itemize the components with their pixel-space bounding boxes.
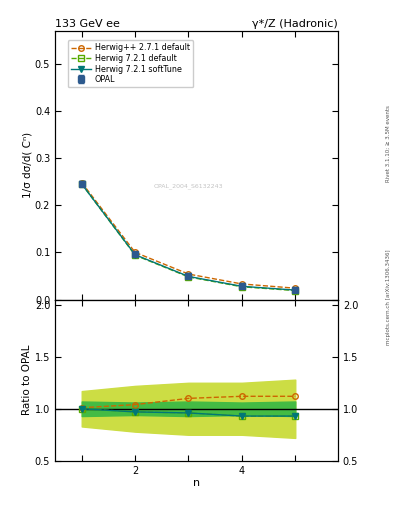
Line: Herwig 7.2.1 default: Herwig 7.2.1 default [79,181,298,293]
Herwig 7.2.1 default [79,181,84,187]
Herwig 7.2.1 default [239,284,244,290]
Line: Herwig++ 2.7.1 default: Herwig++ 2.7.1 default [79,180,298,291]
X-axis label: n: n [193,478,200,488]
Y-axis label: 1/σ dσ/d( Cⁿ): 1/σ dσ/d( Cⁿ) [22,132,32,198]
Herwig 7.2.1 softTune [133,251,138,258]
Herwig++ 2.7.1 default [186,271,191,277]
Herwig++ 2.7.1 default [293,285,298,291]
Text: mcplots.cern.ch [arXiv:1306.3436]: mcplots.cern.ch [arXiv:1306.3436] [386,249,391,345]
Herwig 7.2.1 softTune [79,181,84,187]
Herwig++ 2.7.1 default [239,281,244,287]
Herwig 7.2.1 default [293,287,298,293]
Herwig 7.2.1 softTune [186,273,191,280]
Text: OPAL_2004_S6132243: OPAL_2004_S6132243 [153,184,223,189]
Herwig 7.2.1 softTune [239,283,244,289]
Line: Herwig 7.2.1 softTune: Herwig 7.2.1 softTune [79,181,298,293]
Herwig 7.2.1 default [133,252,138,258]
Text: Rivet 3.1.10; ≥ 3.5M events: Rivet 3.1.10; ≥ 3.5M events [386,105,391,182]
Herwig++ 2.7.1 default [133,249,138,255]
Text: 133 GeV ee: 133 GeV ee [55,18,120,29]
Legend: Herwig++ 2.7.1 default, Herwig 7.2.1 default, Herwig 7.2.1 softTune, OPAL: Herwig++ 2.7.1 default, Herwig 7.2.1 def… [68,40,193,88]
Herwig++ 2.7.1 default [79,180,84,186]
Herwig 7.2.1 default [186,274,191,280]
Y-axis label: Ratio to OPAL: Ratio to OPAL [22,345,32,415]
Text: γ*/Z (Hadronic): γ*/Z (Hadronic) [252,18,338,29]
Herwig 7.2.1 softTune [293,287,298,293]
